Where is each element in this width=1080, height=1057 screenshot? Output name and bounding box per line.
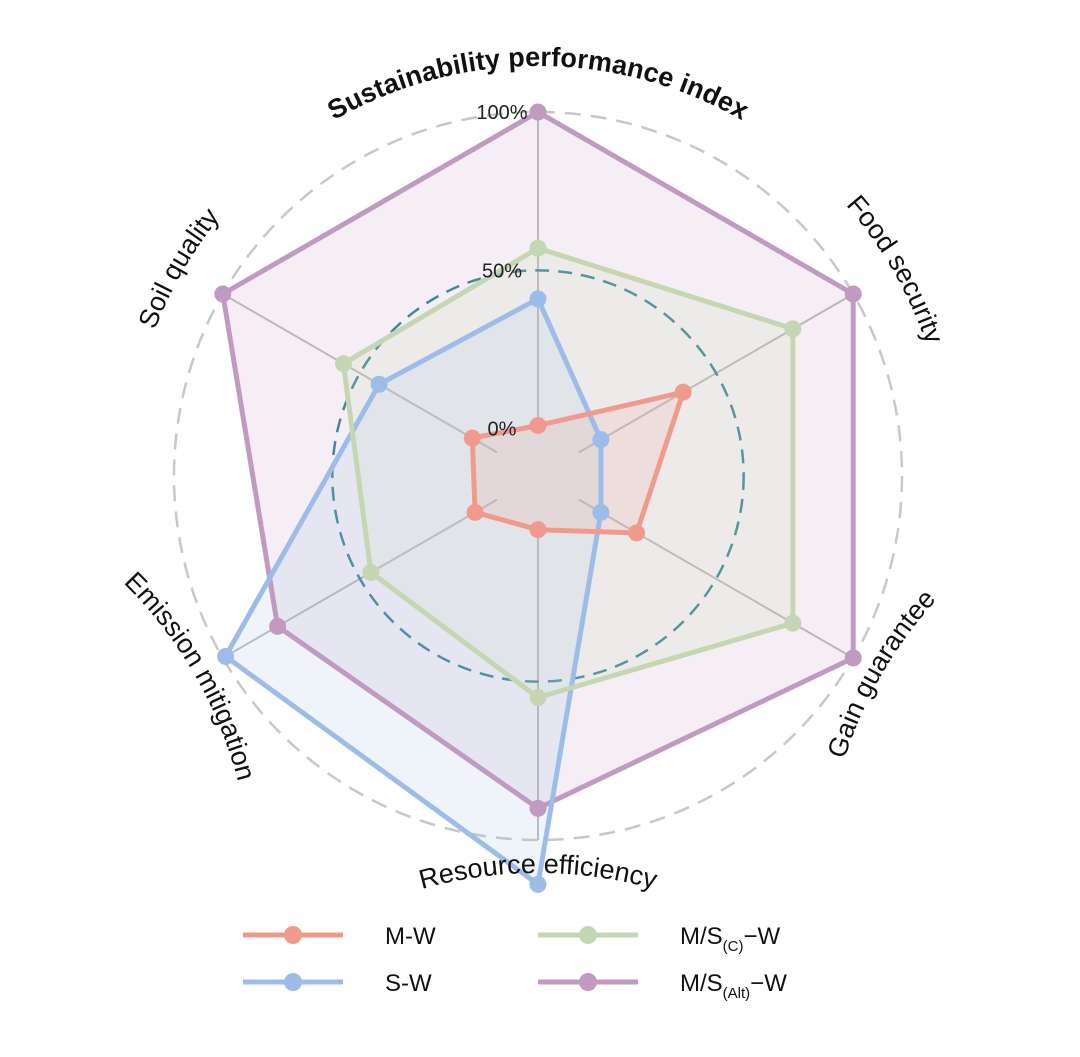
data-point <box>784 320 802 338</box>
data-point <box>370 375 388 393</box>
ring-label: 100% <box>476 102 527 124</box>
data-point <box>334 355 352 373</box>
legend-label: S-W <box>385 970 432 997</box>
axis-label: Emission mitigation <box>119 566 261 784</box>
data-point <box>529 521 547 539</box>
legend-label: M-W <box>385 923 436 950</box>
ring-label: 0% <box>488 419 517 441</box>
ring-label: 50% <box>482 260 522 282</box>
data-point <box>529 239 547 257</box>
radar-grid <box>172 110 904 842</box>
series-points <box>214 103 862 893</box>
outer-ring-100 <box>172 110 904 842</box>
data-point <box>674 383 692 401</box>
spoke-line <box>578 498 854 659</box>
legend: M-W M/S(C)−W S-W M/S(Alt)−W <box>243 923 787 1002</box>
data-point <box>529 875 547 893</box>
legend-marker <box>284 973 302 991</box>
data-point <box>592 431 610 449</box>
data-point <box>529 688 547 706</box>
series-fill-2 <box>343 248 793 698</box>
data-point <box>463 429 481 447</box>
data-point <box>214 285 232 303</box>
data-point <box>844 649 862 667</box>
axis-label: Food security <box>841 189 949 347</box>
series-fills <box>222 112 854 885</box>
series-fill-0 <box>472 392 684 533</box>
data-point <box>529 103 547 121</box>
data-point <box>269 617 287 635</box>
legend-label: M/S(Alt)−W <box>680 970 787 1002</box>
spoke-line <box>222 293 498 454</box>
data-point <box>529 799 547 817</box>
series-fill-3 <box>222 112 854 809</box>
data-point <box>362 563 380 581</box>
data-point <box>784 614 802 632</box>
legend-label: M/S(C)−W <box>680 923 781 955</box>
data-point <box>529 290 547 308</box>
mid-ring-50 <box>331 269 745 683</box>
data-point <box>217 647 235 665</box>
data-point <box>628 524 646 542</box>
data-point <box>466 503 484 521</box>
series-fill-1 <box>225 298 601 885</box>
ring-labels: 0% 50% 100% <box>476 102 527 441</box>
legend-marker <box>284 926 302 944</box>
legend-marker <box>579 926 597 944</box>
legend-marker <box>579 973 597 991</box>
data-point <box>844 285 862 303</box>
data-point <box>529 417 547 435</box>
data-point <box>592 503 610 521</box>
